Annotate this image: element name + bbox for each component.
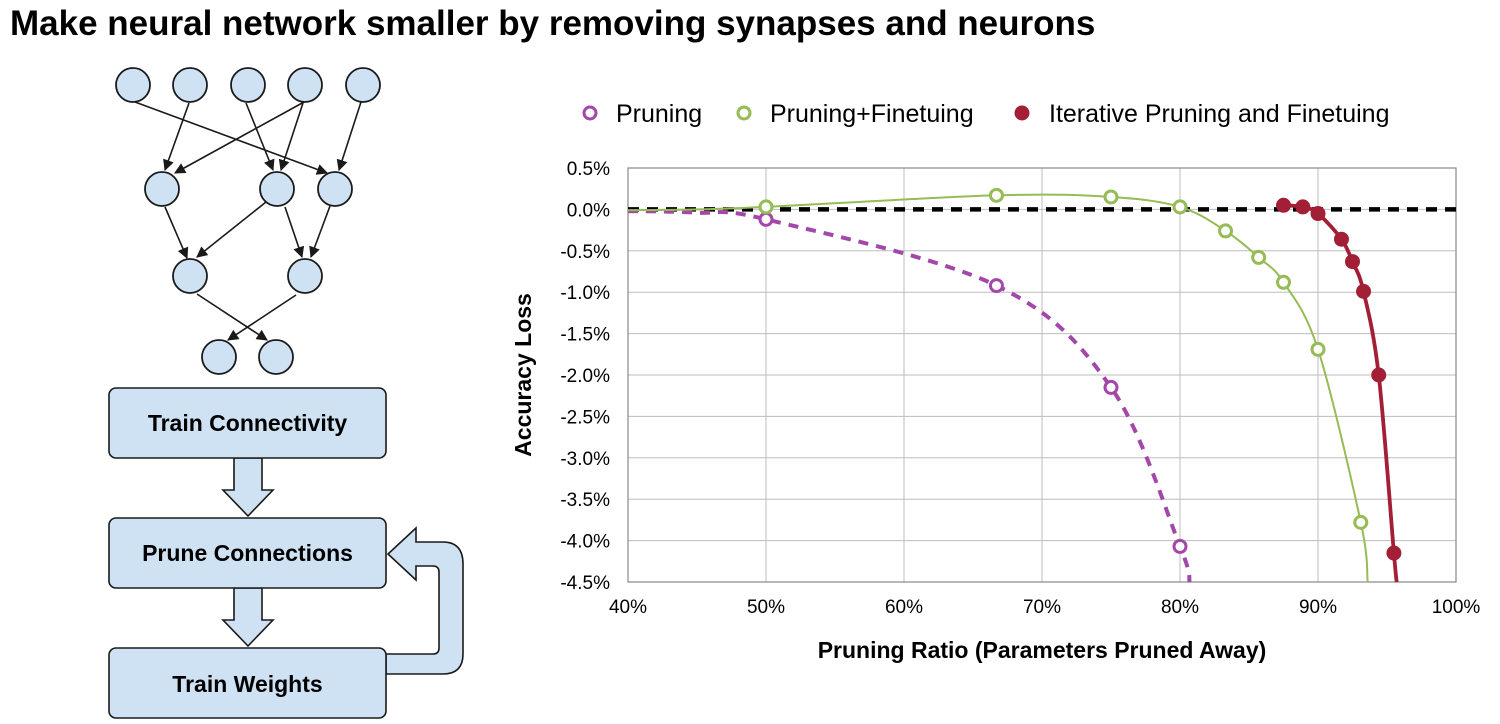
legend-marker-pruning-finetuing [736,105,752,121]
data-point-pruning-finetuing [1276,274,1291,290]
neuron [230,67,266,103]
neuron [317,171,353,207]
legend-label-iterative: Iterative Pruning and Finetuing [1049,100,1390,128]
data-point-pruning [988,278,1004,294]
series-layer [627,187,1402,583]
synapse [163,102,190,172]
y-tick-label: -4.5% [560,573,610,594]
synapse [174,101,305,174]
data-point-pruning-finetuing [758,199,774,215]
x-tick-label: 90% [1299,597,1337,618]
y-axis-title: Accuracy Loss [510,293,536,457]
data-point-pruning-finetuing [1310,341,1326,357]
neuron [172,258,208,294]
y-tick-label: -1.0% [560,283,610,304]
y-tick-label: -3.0% [560,449,610,470]
x-tick-label: 70% [1023,597,1061,618]
neuron [201,339,237,375]
synapse [227,294,297,341]
data-point-pruning-finetuing [1103,189,1119,205]
y-tick-label: -4.0% [560,532,610,553]
train-connectivity-box [108,387,387,459]
legend-label-pruning-finetuing: Pruning+Finetuing [770,100,974,128]
data-point-pruning [1103,379,1119,395]
y-tick-label: 0.5% [567,159,610,180]
slide-title: Make neural network smaller by removing … [10,4,1096,43]
data-point-iterative [1386,545,1402,561]
prune-connections-box [108,517,387,589]
x-tick-label: 60% [885,597,923,618]
synapse [196,293,268,341]
y-tick-label: -3.5% [560,490,610,511]
series-line-iterative [1283,203,1399,583]
x-tick-label: 40% [609,597,647,618]
synapse [134,101,329,175]
data-point-iterative [1371,367,1387,383]
data-point-iterative [1310,206,1326,222]
y-tick-label: -1.5% [560,325,610,346]
neuron [345,67,381,103]
tick-labels: 0.5% 0.0% -0.5% -1.0% -1.5% -2.0% -2.5% -3.0% -3… [560,159,1480,618]
legend: Pruning Pruning+Finetuing Iterative Prun… [582,100,1390,128]
legend-marker-pruning [582,105,598,121]
neuron [259,171,295,207]
x-tick-label: 100% [1432,597,1481,618]
data-point-pruning [1172,538,1188,554]
data-point-iterative [1345,254,1360,270]
neuron [287,67,323,103]
y-tick-label: -2.5% [560,407,610,428]
x-tick-label: 80% [1161,597,1199,618]
data-point-pruning-finetuing [1218,223,1234,239]
data-point-pruning-finetuing [988,187,1004,203]
data-point-iterative [1333,231,1349,247]
legend-label-pruning: Pruning [616,100,702,128]
train-weights-label: Train Weights [172,671,322,697]
data-point-pruning-finetuing [1251,249,1267,265]
x-axis-title: Pruning Ratio (Parameters Pruned Away) [818,637,1267,663]
series-line-pruning [627,209,1192,583]
network-neurons [115,67,381,375]
grid-lines [627,167,1457,583]
data-point-pruning [758,211,774,227]
synapse [309,205,331,259]
y-tick-label: -2.0% [560,366,610,387]
synapse [284,206,305,259]
synapse [336,101,362,172]
neuron [287,258,323,294]
down-arrow [221,587,275,648]
x-tick-label: 50% [747,597,785,618]
data-point-pruning-finetuing [1172,199,1188,215]
neuron [115,67,151,103]
down-arrow [221,457,275,518]
prune-connections-label: Prune Connections [142,540,353,566]
synapse [196,201,267,258]
neuron [258,339,294,375]
data-point-iterative [1276,197,1291,213]
neuron [172,67,208,103]
iteration-loop-arrow [385,526,464,675]
synapse [278,102,304,172]
neuron [144,171,180,207]
y-tick-label: 0.0% [567,200,610,221]
data-point-pruning-finetuing [1353,514,1369,530]
pruning-flow-diagram: Train Connectivity Prune Connections Tra… [108,67,464,719]
plot-area-frame [627,167,1457,583]
synapse [245,102,275,172]
data-point-iterative [1356,283,1372,299]
synapse [164,206,189,260]
data-point-iterative [1295,199,1311,215]
train-connectivity-label: Train Connectivity [148,410,348,436]
y-tick-label: -0.5% [560,242,610,263]
legend-marker-iterative [1014,105,1030,121]
network-connections [134,101,362,341]
train-weights-box [108,647,387,719]
